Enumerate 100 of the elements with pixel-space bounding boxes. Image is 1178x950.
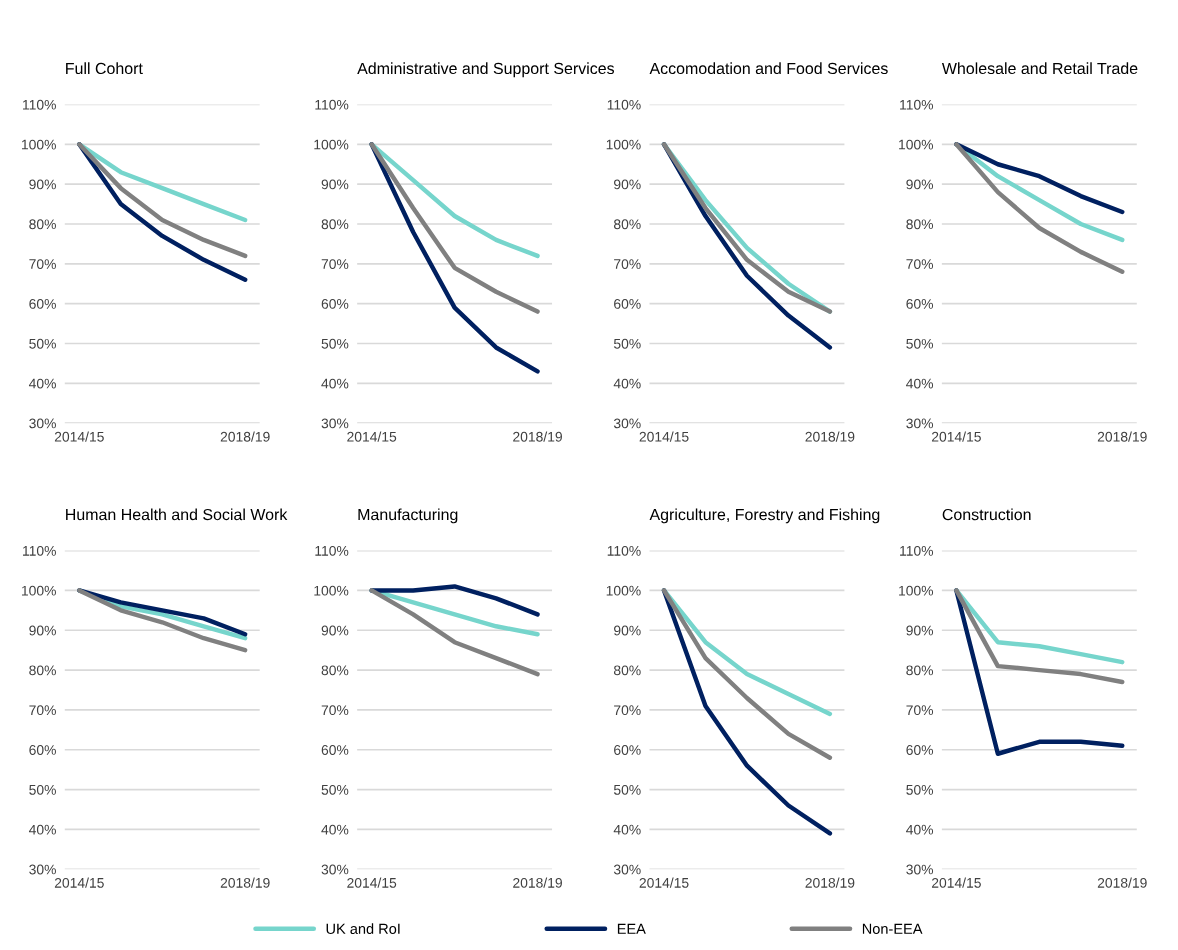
y-tick-label: 110% [23,99,56,110]
y-tick-label: 80% [29,219,56,230]
y-tick-label: 100% [314,585,349,596]
line-series [77,142,248,259]
line-series [954,142,1125,215]
y-tick-label: 90% [321,179,349,190]
y-tick-label: 30% [613,864,641,875]
y-tick-label: 100% [606,585,641,596]
y-tick-label: 110% [607,545,641,556]
y-tick-label: 70% [321,259,349,269]
line-series [369,588,540,677]
y-tick-label: 60% [614,745,641,755]
y-tick-label: 70% [906,259,934,269]
x-tick-label: 2014/15 [347,431,397,442]
y-tick-label: 90% [321,625,349,636]
y-tick-label: 110% [607,99,641,110]
x-tick-label: 2014/15 [639,431,689,442]
chart-title: Administrative and Support Services [357,62,615,78]
line-series [369,142,540,314]
y-tick-label: 100% [314,139,349,150]
x-tick-label: 2014/15 [54,877,104,888]
y-tick-label: 40% [321,378,349,389]
line-series [77,588,248,653]
y-tick-label: 70% [906,705,934,716]
y-tick-label: 50% [29,338,56,349]
x-tick-label: 2018/19 [513,877,562,888]
x-tick-label: 2018/19 [1097,877,1147,888]
y-tick-label: 40% [613,824,641,835]
y-tick-label: 60% [29,298,56,309]
chart-title: Accomodation and Food Services [649,62,888,75]
y-tick-label: 80% [321,219,349,230]
legend-label: EEA [617,923,646,934]
y-tick-label: 40% [613,378,641,389]
y-tick-label: 70% [614,705,641,716]
y-tick-label: 50% [613,338,641,349]
line-series [954,142,1125,275]
y-tick-label: 80% [29,665,56,676]
y-tick-label: 70% [29,259,56,269]
y-tick-label: 70% [321,705,349,716]
y-tick-label: 80% [613,665,641,676]
y-tick-label: 70% [29,705,56,716]
chart-title: Manufacturing [358,508,458,524]
y-tick-label: 100% [21,585,56,596]
y-tick-label: 30% [613,418,641,429]
y-tick-label: 60% [906,298,934,309]
y-tick-label: 40% [28,378,56,389]
chart-title: Wholesale and Retail Trade [941,62,1138,75]
y-tick-label: 60% [906,745,934,755]
y-tick-label: 100% [21,139,56,150]
y-tick-label: 100% [899,585,934,596]
y-tick-label: 50% [613,784,641,795]
line-series [661,588,833,760]
x-tick-label: 2014/15 [347,877,397,888]
y-tick-label: 30% [321,864,349,875]
y-tick-label: 40% [321,824,349,835]
y-tick-label: 30% [29,418,56,429]
y-tick-label: 80% [613,219,641,230]
y-tick-label: 110% [900,99,934,110]
y-tick-label: 110% [23,545,56,556]
y-tick-label: 90% [614,179,641,190]
y-tick-label: 30% [906,418,934,429]
legend-label: Non-EEA [862,923,923,934]
y-tick-label: 80% [321,665,349,676]
legend-label: UK and RoI [326,923,400,934]
chart-title: Agriculture, Forestry and Fishing [649,508,880,524]
y-tick-label: 60% [321,745,349,755]
chart-title: Full Cohort [66,62,143,75]
x-tick-label: 2014/15 [54,431,104,442]
y-tick-label: 40% [906,824,934,835]
x-tick-label: 2014/15 [639,877,689,888]
y-tick-label: 90% [29,625,56,636]
y-tick-label: 110% [900,545,934,556]
y-tick-label: 50% [906,784,934,795]
y-tick-label: 40% [906,378,934,389]
y-tick-label: 30% [29,864,56,875]
y-tick-label: 40% [28,824,56,835]
y-tick-label: 60% [29,745,56,755]
y-tick-label: 90% [614,625,641,636]
y-tick-label: 80% [906,665,934,676]
y-tick-label: 50% [29,784,56,795]
chart-title: Human Health and Social Work [66,508,288,521]
y-tick-label: 90% [906,179,934,190]
x-tick-label: 2014/15 [931,431,981,442]
y-tick-label: 90% [906,625,934,636]
line-series [954,588,1125,685]
y-tick-label: 60% [614,298,641,309]
y-tick-label: 30% [321,418,349,429]
y-tick-label: 110% [315,545,349,556]
x-tick-label: 2018/19 [805,877,855,888]
y-tick-label: 90% [29,179,56,190]
x-tick-label: 2018/19 [805,431,855,442]
y-tick-label: 100% [899,139,934,150]
x-tick-label: 2018/19 [220,431,270,442]
y-tick-label: 100% [606,139,641,150]
chart-title: Construction [942,508,1031,521]
x-tick-label: 2018/19 [220,877,270,888]
x-tick-label: 2014/15 [931,877,981,888]
y-tick-label: 50% [321,784,349,795]
y-tick-label: 30% [906,864,934,875]
y-tick-label: 50% [906,338,934,349]
